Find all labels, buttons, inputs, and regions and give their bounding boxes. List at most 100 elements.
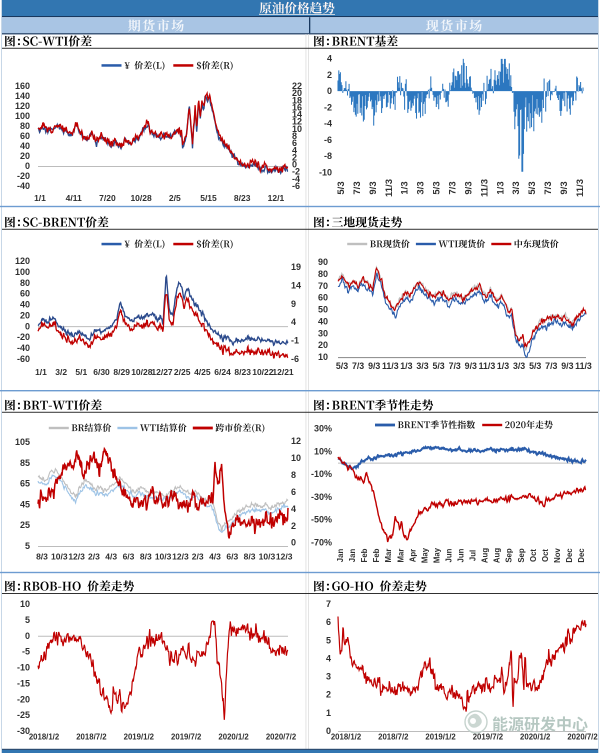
svg-text:80: 80	[20, 278, 30, 288]
svg-text:2/5: 2/5	[169, 193, 181, 203]
svg-text:6: 6	[292, 138, 297, 148]
svg-text:Oct: Oct	[541, 549, 550, 562]
svg-text:2020/7/2: 2020/7/2	[567, 733, 598, 742]
svg-text:12/3: 12/3	[68, 552, 85, 562]
svg-text:3/3: 3/3	[513, 361, 525, 371]
svg-text:12/3: 12/3	[172, 552, 189, 562]
svg-text:May: May	[420, 547, 429, 563]
svg-text:5/3: 5/3	[527, 181, 538, 194]
svg-text:85: 85	[20, 458, 30, 468]
svg-text:-2: -2	[324, 102, 332, 112]
svg-text:6/24: 6/24	[214, 367, 231, 377]
svg-text:10: 10	[20, 599, 30, 609]
svg-text:-15: -15	[17, 678, 30, 688]
svg-text:19: 19	[291, 262, 301, 272]
svg-text:5: 5	[326, 635, 331, 645]
svg-text:-4: -4	[292, 174, 300, 184]
svg-text:2/3: 2/3	[192, 552, 204, 562]
svg-text:Jan: Jan	[336, 549, 345, 563]
svg-text:-6: -6	[292, 181, 300, 191]
svg-text:10/3: 10/3	[259, 552, 276, 562]
svg-text:Nov: Nov	[553, 547, 562, 562]
svg-text:20: 20	[318, 340, 328, 350]
svg-text:4: 4	[326, 653, 331, 663]
svg-text:10%: 10%	[314, 446, 332, 456]
svg-text:40: 40	[20, 141, 30, 151]
svg-text:6/30: 6/30	[93, 367, 110, 377]
svg-text:2018/1/2: 2018/1/2	[29, 733, 60, 742]
svg-text:60: 60	[20, 289, 30, 299]
svg-text:11/3: 11/3	[479, 179, 490, 197]
svg-text:1/1: 1/1	[35, 367, 47, 377]
svg-text:12/3: 12/3	[276, 552, 293, 562]
svg-text:2: 2	[292, 152, 297, 162]
svg-text:-10: -10	[17, 663, 30, 673]
svg-text:100: 100	[15, 111, 30, 121]
svg-text:6: 6	[326, 617, 331, 627]
svg-text:2019/1/2: 2019/1/2	[124, 733, 155, 742]
svg-text:40: 40	[318, 316, 328, 326]
svg-text:-70%: -70%	[311, 538, 332, 548]
svg-text:14: 14	[291, 280, 301, 290]
svg-text:1/3: 1/3	[495, 181, 506, 194]
svg-text:105: 105	[15, 437, 30, 447]
svg-text:Dec: Dec	[565, 548, 574, 563]
svg-text:0: 0	[291, 538, 296, 548]
svg-text:60: 60	[318, 293, 328, 303]
svg-text:7/3: 7/3	[352, 181, 363, 194]
svg-text:8/3: 8/3	[140, 552, 152, 562]
svg-text:Sep: Sep	[505, 548, 514, 563]
svg-text:3/3: 3/3	[416, 361, 428, 371]
svg-text:1: 1	[326, 708, 331, 718]
svg-text:Jul: Jul	[469, 550, 478, 561]
svg-text:8/3: 8/3	[244, 552, 256, 562]
svg-text:Mar: Mar	[396, 549, 405, 563]
svg-text:140: 140	[15, 91, 30, 101]
svg-text:7/3: 7/3	[352, 361, 364, 371]
svg-text:5/3: 5/3	[336, 181, 347, 194]
svg-text:5/3: 5/3	[432, 181, 443, 194]
svg-text:Feb: Feb	[372, 548, 381, 562]
svg-text:-4: -4	[324, 119, 332, 129]
svg-text:Aug: Aug	[481, 548, 490, 563]
svg-text:-20: -20	[17, 332, 30, 342]
svg-text:120: 120	[15, 256, 30, 266]
svg-text:10/28: 10/28	[130, 193, 152, 203]
svg-text:4: 4	[327, 54, 332, 64]
svg-text:25: 25	[20, 520, 30, 530]
svg-text:-40: -40	[17, 343, 30, 353]
svg-text:12: 12	[292, 117, 302, 127]
svg-text:60: 60	[20, 131, 30, 141]
svg-text:90: 90	[318, 257, 328, 267]
svg-text:4/3: 4/3	[209, 552, 221, 562]
svg-text:2019/7/2: 2019/7/2	[473, 733, 504, 742]
svg-text:May: May	[432, 547, 441, 563]
svg-text:-10%: -10%	[311, 469, 332, 479]
svg-text:2/25: 2/25	[174, 367, 191, 377]
svg-text:6/3: 6/3	[123, 552, 135, 562]
svg-text:5: 5	[25, 541, 30, 551]
svg-text:1/1: 1/1	[34, 193, 46, 203]
svg-text:8: 8	[292, 131, 297, 141]
svg-text:3/2: 3/2	[55, 367, 67, 377]
svg-text:0: 0	[326, 726, 331, 736]
svg-text:Apr: Apr	[408, 549, 417, 562]
svg-text:Jun: Jun	[457, 548, 466, 562]
svg-text:16: 16	[292, 102, 302, 112]
svg-text:4/25: 4/25	[194, 367, 211, 377]
svg-text:11/3: 11/3	[382, 361, 399, 371]
svg-text:2018/7/2: 2018/7/2	[378, 733, 409, 742]
svg-text:9/3: 9/3	[465, 361, 477, 371]
svg-text:-10: -10	[319, 168, 332, 178]
svg-text:-30: -30	[17, 726, 30, 736]
svg-text:1/3: 1/3	[400, 361, 412, 371]
svg-text:12/1: 12/1	[268, 193, 285, 203]
svg-text:5/1: 5/1	[75, 367, 87, 377]
svg-text:2: 2	[327, 70, 332, 80]
svg-text:3/3: 3/3	[416, 181, 427, 194]
svg-text:8: 8	[291, 470, 296, 480]
svg-text:Jun: Jun	[444, 548, 453, 562]
svg-text:5: 5	[25, 615, 30, 625]
svg-text:11/3: 11/3	[384, 179, 395, 197]
svg-text:9/3: 9/3	[463, 181, 474, 194]
